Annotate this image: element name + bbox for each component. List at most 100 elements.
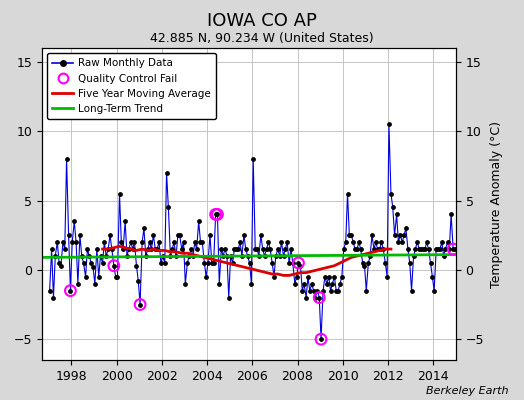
Point bbox=[445, 246, 453, 252]
Point bbox=[264, 239, 272, 245]
Point bbox=[164, 204, 172, 211]
Point bbox=[189, 253, 197, 259]
Point bbox=[271, 253, 280, 259]
Y-axis label: Temperature Anomaly (°C): Temperature Anomaly (°C) bbox=[489, 120, 503, 288]
Point bbox=[289, 260, 297, 266]
Point bbox=[419, 246, 427, 252]
Point bbox=[304, 274, 312, 280]
Point bbox=[89, 264, 97, 270]
Point bbox=[81, 274, 90, 280]
Point bbox=[251, 246, 259, 252]
Point bbox=[62, 156, 71, 162]
Point bbox=[294, 260, 303, 266]
Point bbox=[362, 288, 370, 294]
Point bbox=[219, 253, 227, 259]
Point bbox=[285, 260, 293, 266]
Point bbox=[213, 211, 222, 218]
Point bbox=[230, 246, 238, 252]
Point bbox=[281, 246, 290, 252]
Point bbox=[379, 246, 387, 252]
Point bbox=[324, 274, 333, 280]
Point bbox=[115, 190, 124, 197]
Point bbox=[389, 204, 397, 211]
Point bbox=[46, 288, 54, 294]
Point bbox=[381, 260, 389, 266]
Point bbox=[234, 246, 243, 252]
Point bbox=[427, 260, 435, 266]
Point bbox=[440, 253, 448, 259]
Point bbox=[370, 246, 378, 252]
Point bbox=[349, 239, 357, 245]
Point bbox=[221, 246, 229, 252]
Point bbox=[247, 280, 256, 287]
Point bbox=[298, 288, 307, 294]
Point bbox=[392, 211, 401, 218]
Point bbox=[212, 211, 220, 218]
Point bbox=[317, 336, 325, 342]
Point bbox=[187, 246, 195, 252]
Point bbox=[94, 274, 103, 280]
Point bbox=[147, 246, 156, 252]
Point bbox=[315, 294, 323, 301]
Point bbox=[294, 260, 303, 266]
Point bbox=[242, 246, 250, 252]
Point bbox=[343, 190, 352, 197]
Point bbox=[70, 218, 79, 224]
Point bbox=[132, 262, 140, 269]
Point bbox=[136, 301, 144, 308]
Point bbox=[263, 246, 271, 252]
Point bbox=[283, 239, 291, 245]
Point bbox=[428, 274, 436, 280]
Point bbox=[364, 260, 373, 266]
Point bbox=[317, 336, 325, 342]
Point bbox=[430, 288, 439, 294]
Point bbox=[138, 239, 146, 245]
Point bbox=[194, 218, 203, 224]
Point bbox=[245, 260, 254, 266]
Point bbox=[198, 239, 206, 245]
Point bbox=[66, 288, 74, 294]
Point bbox=[337, 274, 346, 280]
Point bbox=[368, 232, 376, 238]
Point bbox=[309, 288, 318, 294]
Point bbox=[321, 274, 329, 280]
Point bbox=[260, 253, 269, 259]
Point bbox=[85, 253, 93, 259]
Point bbox=[225, 294, 233, 301]
Point bbox=[110, 262, 118, 269]
Point bbox=[308, 280, 316, 287]
Point bbox=[415, 246, 423, 252]
Point bbox=[424, 246, 433, 252]
Point bbox=[59, 239, 67, 245]
Point bbox=[217, 246, 225, 252]
Point bbox=[183, 260, 192, 266]
Point bbox=[204, 260, 212, 266]
Point bbox=[296, 262, 304, 269]
Point bbox=[206, 232, 214, 238]
Point bbox=[319, 288, 328, 294]
Point bbox=[353, 246, 361, 252]
Point bbox=[406, 260, 414, 266]
Point bbox=[228, 260, 237, 266]
Point bbox=[274, 246, 282, 252]
Point bbox=[112, 274, 120, 280]
Point bbox=[240, 232, 248, 238]
Point bbox=[191, 239, 199, 245]
Point bbox=[326, 288, 335, 294]
Point bbox=[268, 260, 276, 266]
Point bbox=[123, 253, 131, 259]
Point bbox=[153, 246, 161, 252]
Point bbox=[68, 239, 77, 245]
Point bbox=[238, 253, 246, 259]
Point bbox=[170, 239, 178, 245]
Point bbox=[192, 246, 201, 252]
Point bbox=[117, 239, 126, 245]
Point bbox=[407, 288, 416, 294]
Point bbox=[107, 246, 116, 252]
Point bbox=[300, 280, 308, 287]
Point bbox=[236, 239, 244, 245]
Point bbox=[223, 253, 231, 259]
Point bbox=[313, 288, 322, 294]
Point bbox=[279, 253, 288, 259]
Point bbox=[287, 246, 295, 252]
